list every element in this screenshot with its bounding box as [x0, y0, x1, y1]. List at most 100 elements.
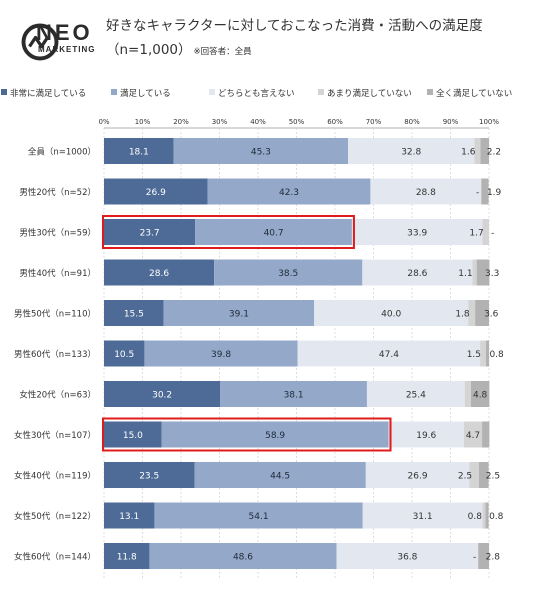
- bar-segment: [476, 259, 490, 286]
- bar-segment: [104, 138, 174, 164]
- x-tick-label: 50%: [289, 118, 305, 126]
- bar-segment: [104, 219, 196, 245]
- chart-legend: 非常に満足している 満足している どちらとも言えない あまり満足していない 全く…: [0, 87, 536, 101]
- data-label: 28.6: [407, 269, 427, 279]
- data-label: 45.3: [251, 148, 271, 158]
- bar-segment: [470, 381, 490, 407]
- brand-name: NEO: [36, 20, 93, 45]
- legend-item-very-satisfied: 非常に満足している: [1, 87, 86, 99]
- legend-label: 満足している: [120, 89, 171, 99]
- data-label: 47.4: [379, 350, 399, 360]
- bar-segment: [480, 340, 486, 367]
- data-label: 11.8: [117, 553, 137, 563]
- bar-segment: [195, 219, 352, 245]
- data-label: 32.8: [401, 148, 421, 158]
- bar-segment: [348, 138, 475, 164]
- data-label: 25.4: [406, 391, 426, 401]
- data-label: 1.6: [461, 148, 476, 158]
- legend-item-not-satisfied-at-all: 全く満足していない: [427, 87, 512, 99]
- bar-segment: [149, 543, 337, 569]
- data-label: 40.7: [264, 229, 284, 239]
- highlight-box: [102, 215, 355, 249]
- bar-segment: [314, 300, 469, 326]
- data-label: 4.7: [466, 431, 480, 441]
- data-label: 1.9: [487, 188, 502, 198]
- data-label: 23.7: [140, 229, 160, 239]
- bar-segment: [351, 219, 483, 245]
- bar-segment: [220, 381, 367, 407]
- legend-label: あまり満足していない: [327, 89, 412, 99]
- data-label: -: [473, 553, 476, 563]
- legend-swatch: [111, 89, 117, 95]
- data-label: 31.1: [413, 512, 433, 522]
- x-tick-label: 100%: [479, 118, 499, 126]
- bar-segment: [468, 300, 476, 326]
- bar-segment: [104, 502, 155, 529]
- data-label: 39.8: [211, 350, 231, 360]
- data-label: 36.8: [397, 553, 417, 563]
- bar-segment: [104, 421, 162, 448]
- data-label: 18.1: [129, 148, 149, 158]
- highlight-box: [102, 417, 392, 452]
- data-label: 19.6: [416, 431, 436, 441]
- legend-item-neutral: どちらとも言えない: [209, 87, 295, 99]
- data-label: 4.8: [473, 391, 488, 401]
- category-label: 女性40代（n=119）: [14, 471, 96, 482]
- data-label: 54.1: [249, 512, 269, 522]
- category-label: 女性30代（n=107）: [14, 430, 96, 441]
- data-label: 39.1: [229, 310, 249, 320]
- data-label: 1.8: [455, 310, 470, 320]
- x-tick-label: 90%: [443, 118, 459, 126]
- data-label: 0.8: [489, 512, 504, 522]
- bar-segment: [362, 502, 483, 529]
- bar-segment: [481, 178, 489, 205]
- data-label: 38.5: [278, 269, 298, 279]
- bar-segment: [469, 462, 479, 488]
- bar-segment: [485, 340, 489, 367]
- bar-segment: [475, 300, 489, 326]
- respondent-note: ※回答者：全員: [193, 47, 252, 57]
- x-tick-label: 30%: [212, 118, 228, 126]
- bar-segment: [214, 259, 363, 286]
- data-label: 38.1: [284, 391, 304, 401]
- data-label: 58.9: [265, 431, 285, 441]
- data-label: -: [476, 188, 479, 198]
- x-tick-label: 60%: [327, 118, 343, 126]
- bar-segment: [173, 138, 349, 164]
- legend-swatch: [318, 89, 324, 95]
- bar-segment: [104, 300, 164, 326]
- bar-segment: [144, 340, 298, 367]
- legend-swatch: [209, 89, 215, 95]
- brand-subtitle: MARKETING: [38, 45, 96, 54]
- data-label: 13.1: [119, 512, 139, 522]
- bar-segment: [104, 462, 195, 488]
- bar-segment: [161, 421, 389, 448]
- bar-segment: [482, 421, 490, 448]
- bar-segment: [207, 178, 371, 205]
- data-label: 26.9: [146, 188, 166, 198]
- bar-segment: [336, 543, 479, 569]
- bar-segment: [104, 381, 221, 407]
- category-label: 全員（n=1000）: [28, 147, 96, 158]
- data-label: 26.9: [408, 472, 428, 482]
- category-label: 女性60代（n=144）: [14, 552, 96, 563]
- legend-label: どちらとも言えない: [218, 89, 295, 99]
- data-label: 33.9: [407, 229, 427, 239]
- bar-segment: [478, 462, 489, 488]
- category-label: 男性30代（n=59）: [19, 228, 96, 239]
- bar-segment: [478, 543, 489, 569]
- bar-segment: [485, 502, 489, 529]
- bar-segment: [464, 381, 471, 407]
- data-label: 2.5: [458, 472, 472, 482]
- legend-swatch: [1, 89, 7, 95]
- category-label: 男性40代（n=91）: [19, 268, 96, 279]
- data-label: 1.1: [458, 269, 472, 279]
- x-tick-label: 0%: [98, 118, 109, 126]
- data-label: 48.6: [233, 553, 253, 563]
- bar-segment: [104, 543, 150, 569]
- data-label: 2.5: [486, 472, 500, 482]
- data-label: 2.2: [487, 148, 501, 158]
- bar-segment: [482, 502, 486, 529]
- bar-segment: [474, 138, 481, 164]
